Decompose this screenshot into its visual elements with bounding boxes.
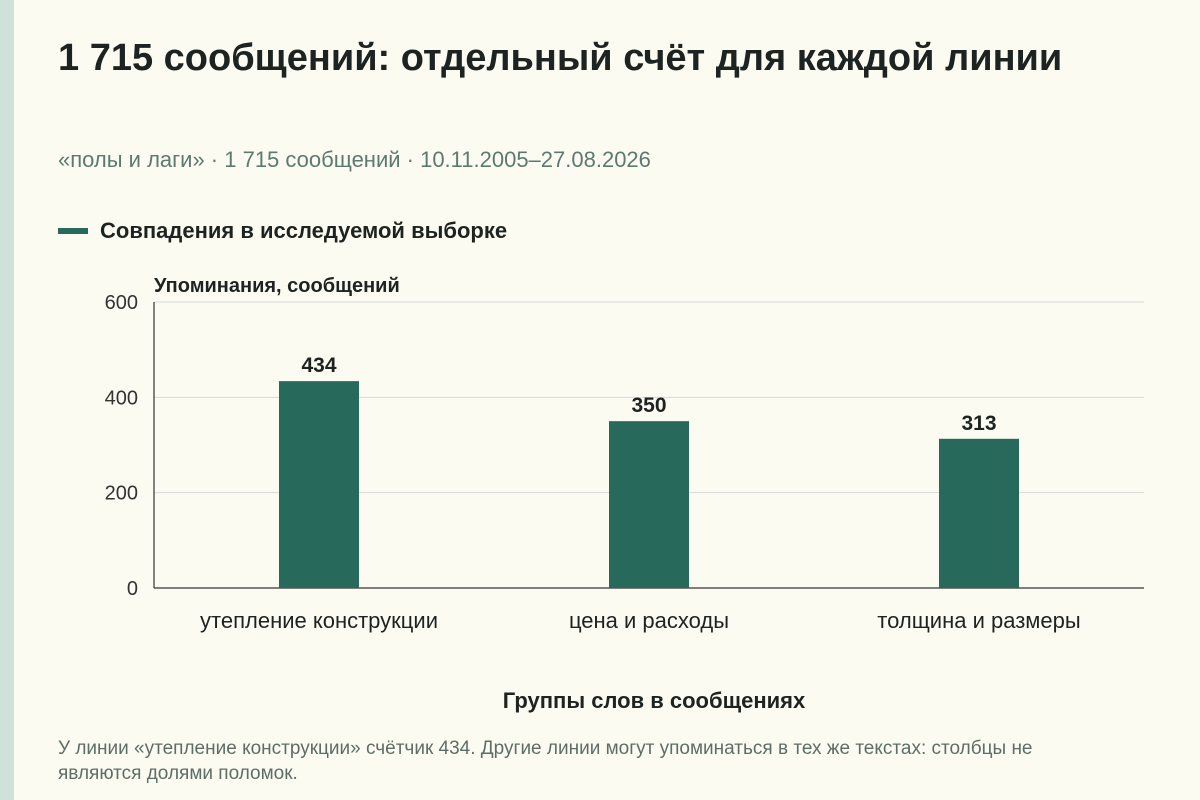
legend-label: Совпадения в исследуемой выборке — [100, 218, 508, 243]
chart-subtitle: «полы и лаги» · 1 715 сообщений · 10.11.… — [58, 147, 651, 172]
x-tick-label: утепление конструкции — [200, 608, 438, 633]
x-tick-label: цена и расходы — [569, 608, 729, 633]
x-tick-label: толщина и размеры — [877, 608, 1080, 633]
bar-value-label: 434 — [301, 354, 336, 377]
chart-title: 1 715 сообщений: отдельный счёт для кажд… — [58, 37, 1063, 79]
bar — [609, 421, 689, 588]
y-tick-label: 400 — [105, 387, 138, 409]
x-axis-title: Группы слов в сообщениях — [503, 688, 806, 713]
footnote: У линии «утепление конструкции» счётчик … — [58, 738, 1033, 784]
y-tick-label: 600 — [105, 292, 138, 314]
accent-stripe — [0, 0, 14, 800]
legend: Совпадения в исследуемой выборке — [58, 218, 507, 244]
bar-value-label: 313 — [961, 412, 996, 435]
y-tick-label: 0 — [127, 578, 138, 600]
legend-swatch — [58, 228, 88, 234]
y-tick-label: 200 — [105, 483, 138, 505]
bar — [279, 381, 359, 588]
bar-value-label: 350 — [631, 394, 666, 417]
y-axis-title: Упоминания, сообщений — [154, 275, 400, 297]
bar — [939, 438, 1019, 588]
